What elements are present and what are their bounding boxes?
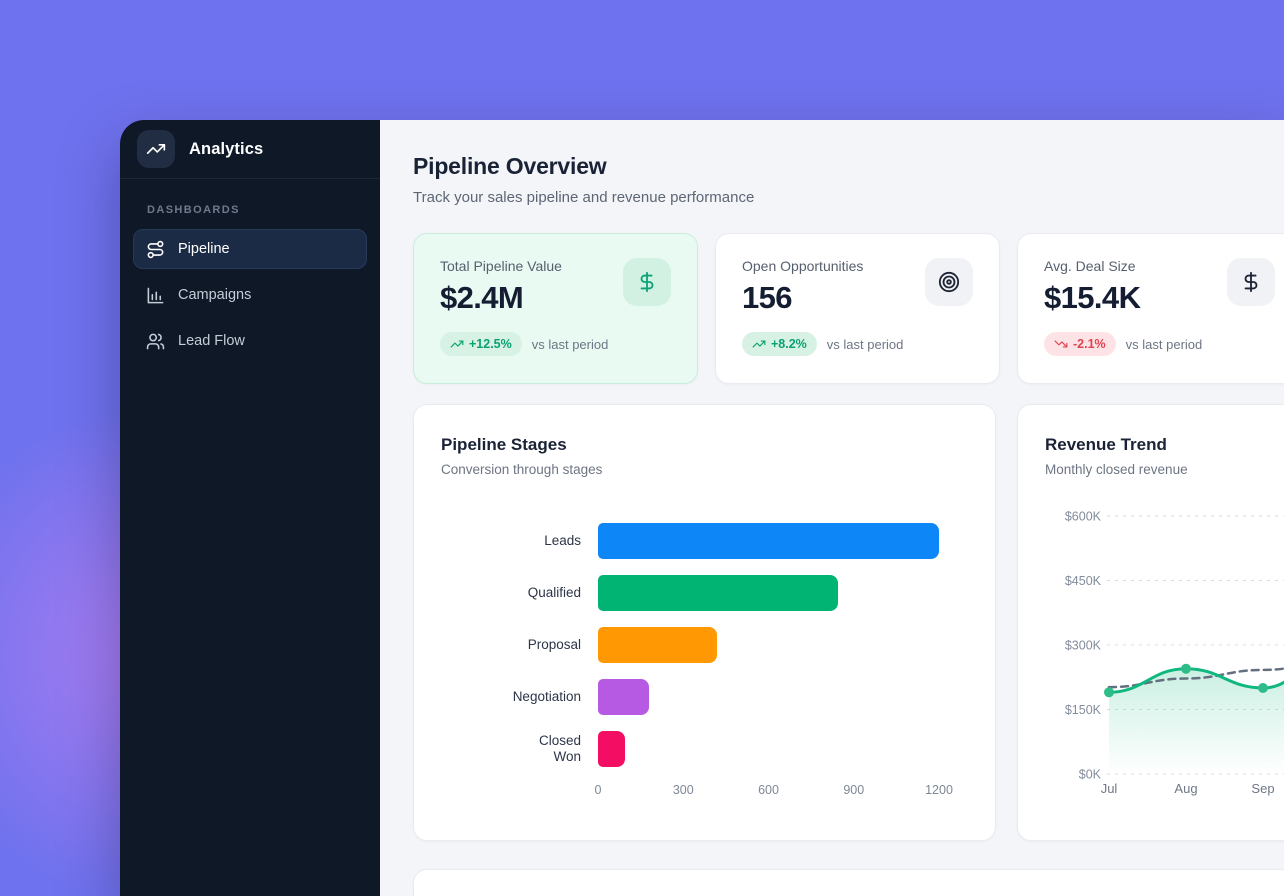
bar-proposal: [598, 627, 717, 664]
bar-category-label: Leads: [544, 533, 581, 548]
bar-closed-won: [598, 731, 625, 768]
sidebar: Analytics DASHBOARDS Pipeline Campaigns Le…: [120, 120, 380, 896]
kpi-change-row: -2.1% vs last period: [1044, 332, 1203, 357]
revenue-trend-chart: $600K $450K $300K $150K $0K Jul Aug Sep: [1045, 502, 1284, 807]
trending-up-icon: [752, 337, 766, 351]
dollar-icon: [623, 258, 671, 307]
kpi-value: $15.4K: [1044, 280, 1141, 316]
dollar-icon: [1227, 258, 1275, 307]
main-area: Pipeline Overview Track your sales pipel…: [380, 120, 1284, 896]
change-badge: -2.1%: [1044, 332, 1116, 357]
bar-category-label: Negotiation: [512, 689, 581, 704]
pipeline-stages-chart: Leads Qualified Proposal Negotiation Closed …: [441, 523, 968, 768]
bar-track: [598, 575, 943, 612]
svg-text:$600K: $600K: [1065, 510, 1102, 524]
svg-text:$0K: $0K: [1079, 768, 1102, 782]
main-content: Pipeline Overview Track your sales pipel…: [413, 153, 1284, 896]
compare-label: vs last period: [826, 336, 904, 352]
kpi-change-row: +12.5% vs last period: [440, 332, 609, 357]
users-icon: [146, 332, 165, 351]
change-badge: +12.5%: [440, 332, 522, 357]
sidebar-item-lead-flow[interactable]: Lead Flow: [133, 321, 367, 361]
bar-row-qualified: Qualified: [441, 575, 968, 612]
change-value: +12.5%: [469, 337, 512, 352]
change-value: -2.1%: [1073, 337, 1106, 352]
chart-subtitle: Monthly closed revenue: [1045, 462, 1188, 478]
bar-chart-icon: [146, 286, 165, 305]
partial-bottom-card: [413, 869, 1284, 896]
x-tick-label: 1200: [925, 783, 953, 798]
kpi-row: Total Pipeline Value $2.4M +12.5% vs last p…: [413, 233, 1284, 385]
bar-category-label: Qualified: [527, 585, 581, 600]
chart-title: Pipeline Stages: [441, 435, 567, 455]
bar-chart-x-axis: 0 300 600 900 1200: [594, 783, 953, 803]
kpi-label: Open Opportunities: [742, 258, 864, 275]
change-badge: +8.2%: [742, 332, 817, 357]
x-tick-label: 300: [672, 783, 694, 798]
svg-text:$450K: $450K: [1065, 574, 1102, 588]
app-window: Analytics DASHBOARDS Pipeline Campaigns Le…: [120, 120, 1284, 896]
svg-text:Jul: Jul: [1101, 781, 1118, 796]
brand-name: Analytics: [189, 139, 264, 158]
target-icon: [925, 258, 973, 307]
sidebar-item-campaigns[interactable]: Campaigns: [133, 275, 367, 315]
svg-text:Aug: Aug: [1174, 781, 1197, 796]
x-tick-label: 900: [843, 783, 865, 798]
bar-qualified: [598, 575, 838, 612]
sidebar-item-pipeline[interactable]: Pipeline: [133, 229, 367, 269]
svg-text:Sep: Sep: [1251, 781, 1274, 796]
pipeline-stages-card: Pipeline Stages Conversion through stage…: [413, 404, 996, 842]
trending-down-icon: [1054, 337, 1068, 351]
sidebar-section-label: DASHBOARDS: [147, 204, 240, 216]
sidebar-item-label: Campaigns: [178, 287, 252, 303]
bar-leads: [598, 523, 939, 560]
route-icon: [146, 240, 165, 259]
kpi-value: $2.4M: [440, 280, 524, 316]
sidebar-item-label: Pipeline: [178, 241, 230, 257]
bar-row-closed-won: Closed Won: [441, 731, 968, 768]
bar-track: [598, 731, 943, 768]
trending-up-icon: [450, 337, 464, 351]
bar-track: [598, 679, 943, 716]
bar-track: [598, 523, 943, 560]
svg-text:$150K: $150K: [1065, 703, 1102, 717]
bar-negotiation: [598, 679, 649, 716]
bar-track: [598, 627, 943, 664]
page-subtitle: Track your sales pipeline and revenue pe…: [413, 189, 755, 207]
kpi-change-row: +8.2% vs last period: [742, 332, 904, 357]
compare-label: vs last period: [531, 336, 609, 352]
x-tick-label: 600: [758, 783, 779, 798]
sidebar-nav: Pipeline Campaigns Lead Flow: [120, 229, 380, 361]
kpi-card-avg-deal-size: Avg. Deal Size $15.4K -2.1% vs last period: [1017, 233, 1284, 385]
chart-subtitle: Conversion through stages: [441, 462, 603, 478]
revenue-trend-card: Revenue Trend Monthly closed revenue $60…: [1017, 404, 1284, 842]
bar-row-proposal: Proposal: [441, 627, 968, 664]
chart-title: Revenue Trend: [1045, 435, 1167, 455]
bar-category-label: Proposal: [527, 637, 581, 652]
kpi-label: Avg. Deal Size: [1044, 258, 1136, 275]
kpi-card-total-pipeline-value: Total Pipeline Value $2.4M +12.5% vs last p…: [413, 233, 698, 385]
brand: Analytics: [120, 120, 380, 179]
kpi-label: Total Pipeline Value: [440, 258, 562, 275]
kpi-card-open-opportunities: Open Opportunities 156 +8.2% vs last period: [715, 233, 1000, 385]
compare-label: vs last period: [1125, 336, 1203, 352]
change-value: +8.2%: [771, 337, 807, 352]
sidebar-item-label: Lead Flow: [178, 333, 245, 349]
kpi-value: 156: [742, 280, 793, 316]
svg-text:$300K: $300K: [1065, 639, 1102, 653]
bar-row-negotiation: Negotiation: [441, 679, 968, 716]
charts-row: Pipeline Stages Conversion through stage…: [413, 404, 1284, 842]
bar-category-label: Closed Won: [538, 732, 581, 765]
x-tick-label: 0: [594, 783, 602, 798]
page-title: Pipeline Overview: [413, 153, 607, 179]
bar-row-leads: Leads: [441, 523, 968, 560]
trending-up-icon: [137, 130, 175, 168]
